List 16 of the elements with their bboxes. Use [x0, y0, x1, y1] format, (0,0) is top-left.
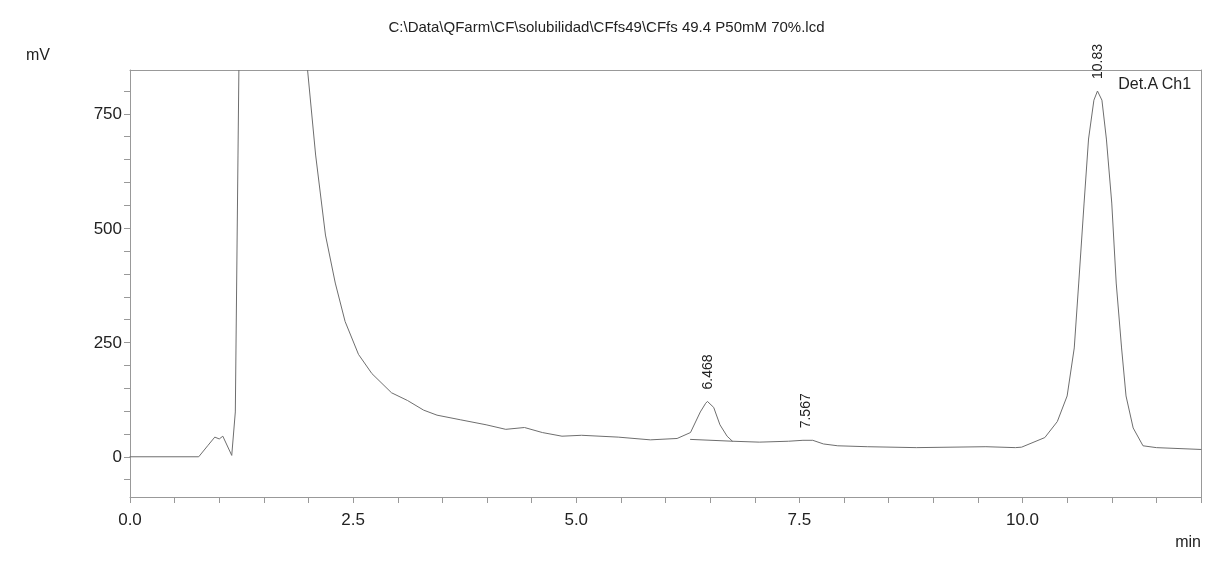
- series-label: Det.A Ch1: [1118, 74, 1192, 92]
- x-axis-title: min: [1175, 532, 1201, 550]
- annotation: 7.567: [797, 393, 814, 429]
- annotation: 6.468: [699, 354, 716, 390]
- y-tick-label: 500: [93, 218, 122, 238]
- annotation: 10.83: [1088, 43, 1105, 80]
- chart-title: C:\Data\QFarm\CF\solubilidad\CFfs49\CFfs 49.4 P50mM 70%.lcd: [388, 18, 825, 35]
- y-tick-label: 250: [93, 332, 122, 352]
- x-tick-label: 2.5: [341, 510, 365, 529]
- x-tick-label: 0.0: [118, 510, 142, 529]
- y-tick-label: 0: [112, 447, 122, 467]
- x-tick-label: 7.5: [787, 510, 812, 529]
- y-axis-title: mV: [26, 45, 51, 63]
- y-tick-label: 750: [93, 104, 122, 124]
- x-tick-label: 10.0: [1005, 510, 1040, 529]
- x-tick-label: 5.0: [564, 510, 589, 529]
